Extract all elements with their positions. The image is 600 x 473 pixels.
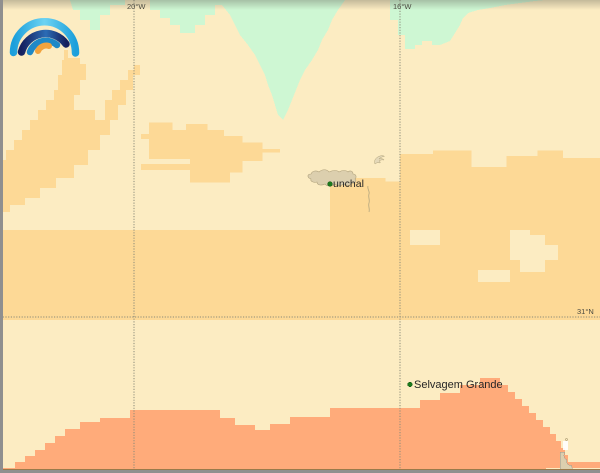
svg-text:Selvagem Grande: Selvagem Grande <box>414 379 503 391</box>
svg-text:16°W: 16°W <box>393 2 412 11</box>
svg-text:unchal: unchal <box>333 178 364 190</box>
svg-text:31°N: 31°N <box>577 307 594 316</box>
svg-text:20°W: 20°W <box>127 2 146 11</box>
